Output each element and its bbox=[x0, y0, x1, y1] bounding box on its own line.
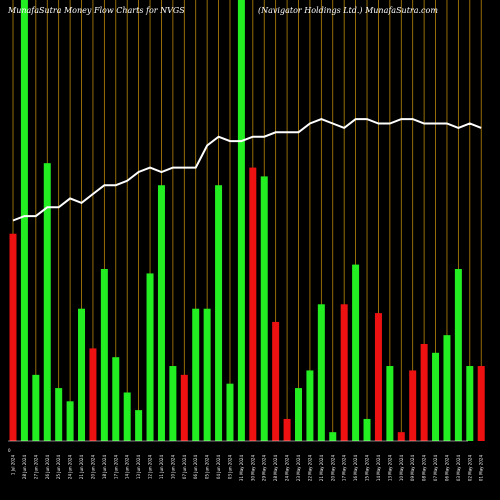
money-flow-bar bbox=[283, 418, 291, 441]
money-flow-bar bbox=[32, 374, 40, 441]
money-flow-bar bbox=[466, 366, 474, 441]
chart-header-left: MunafaSutra Money Flow Charts for NVGS bbox=[8, 6, 185, 15]
money-flow-bar bbox=[329, 432, 337, 441]
money-flow-bar bbox=[420, 343, 428, 441]
money-flow-bar bbox=[397, 432, 405, 441]
x-tick-label: 04 Jun 2024 bbox=[216, 455, 221, 480]
x-tick-label: 10 May 2024 bbox=[399, 455, 404, 482]
x-tick-label: 11 Jun 2024 bbox=[159, 455, 164, 480]
x-tick-label: 21 Jun 2024 bbox=[79, 455, 84, 480]
money-flow-bar bbox=[20, 0, 28, 441]
money-flow-bar bbox=[192, 308, 200, 441]
money-flow-bar bbox=[215, 185, 223, 441]
money-flow-bar bbox=[203, 308, 211, 441]
x-tick-label: 23 May 2024 bbox=[296, 455, 301, 482]
x-tick-label: 24 Jun 2024 bbox=[68, 455, 73, 480]
x-tick-label: 06 Jun 2024 bbox=[193, 455, 198, 480]
x-tick-label: 25 Jun 2024 bbox=[56, 455, 61, 480]
chart-header-right: (Navigator Holdings Ltd.) MunafaSutra.co… bbox=[258, 6, 438, 15]
money-flow-bar bbox=[135, 410, 143, 441]
money-flow-bar bbox=[249, 167, 257, 441]
money-flow-bar bbox=[157, 185, 165, 441]
money-flow-bar bbox=[374, 313, 382, 441]
y-axis-zero-label: 0 bbox=[8, 448, 11, 453]
money-flow-bar bbox=[55, 388, 63, 441]
money-flow-bar bbox=[180, 374, 188, 441]
money-flow-bar bbox=[295, 388, 302, 441]
x-tick-label: 14 Jun 2024 bbox=[125, 455, 130, 480]
money-flow-bar bbox=[146, 273, 154, 441]
x-tick-label: 07 Jun 2024 bbox=[182, 455, 187, 480]
x-tick-label: 07 May 2024 bbox=[433, 455, 438, 482]
money-flow-bars bbox=[9, 0, 485, 442]
x-tick-label: 08 May 2024 bbox=[422, 455, 427, 482]
money-flow-bar bbox=[9, 233, 17, 441]
x-tick-label: 18 Jun 2024 bbox=[102, 455, 107, 480]
x-tick-label: 13 Jun 2024 bbox=[136, 455, 141, 480]
money-flow-bar bbox=[237, 0, 245, 441]
x-tick-label: 10 Jun 2024 bbox=[170, 455, 175, 480]
x-tick-label: 14 May 2024 bbox=[376, 455, 381, 482]
x-tick-label: 20 Jun 2024 bbox=[90, 455, 95, 480]
money-flow-bar bbox=[78, 308, 86, 441]
money-flow-bar bbox=[260, 176, 268, 441]
x-tick-label: 20 May 2024 bbox=[330, 455, 335, 482]
money-flow-bar bbox=[123, 392, 131, 441]
money-flow-bar bbox=[89, 348, 97, 441]
x-tick-label: 1 Jul 2024 bbox=[11, 455, 16, 476]
x-tick-label: 05 Jun 2024 bbox=[205, 455, 210, 480]
money-flow-bar bbox=[363, 418, 371, 441]
x-tick-label: 28 Jun 2024 bbox=[22, 455, 27, 480]
money-flow-bar bbox=[477, 366, 485, 441]
money-flow-bar bbox=[100, 269, 108, 441]
money-flow-bar bbox=[169, 366, 177, 441]
money-flow-bar bbox=[340, 304, 348, 441]
money-flow-bar bbox=[454, 269, 462, 441]
money-flow-bar bbox=[386, 366, 394, 441]
x-axis-tick-labels: 1 Jul 2024 28 Jun 2024 27 Jun 2024 26 Jun 2… bbox=[11, 455, 484, 482]
price-line bbox=[12, 118, 482, 222]
x-tick-label: 12 Jun 2024 bbox=[148, 455, 153, 480]
money-flow-bar bbox=[317, 304, 325, 441]
x-tick-label: 29 May 2024 bbox=[262, 455, 267, 482]
x-tick-label: 27 Jun 2024 bbox=[33, 455, 38, 480]
x-tick-label: 15 May 2024 bbox=[365, 455, 370, 482]
money-flow-bar bbox=[66, 401, 74, 441]
x-tick-label: 26 Jun 2024 bbox=[45, 455, 50, 480]
money-flow-bar bbox=[43, 163, 51, 442]
x-tick-label: 21 May 2024 bbox=[319, 455, 324, 482]
x-tick-label: 30 May 2024 bbox=[250, 455, 255, 482]
money-flow-bar bbox=[352, 264, 360, 441]
money-flow-bar bbox=[272, 321, 280, 441]
money-flow-bar bbox=[306, 370, 314, 441]
money-flow-bar bbox=[112, 357, 120, 441]
x-tick-label: 24 May 2024 bbox=[285, 455, 290, 482]
x-tick-label: 06 May 2024 bbox=[444, 455, 449, 482]
x-tick-label: 03 Jun 2024 bbox=[227, 455, 232, 480]
x-tick-label: 09 May 2024 bbox=[410, 455, 415, 482]
x-tick-label: 03 May 2024 bbox=[456, 455, 461, 482]
x-tick-label: 16 May 2024 bbox=[353, 455, 358, 482]
x-tick-label: 17 Jun 2024 bbox=[113, 455, 118, 480]
money-flow-bar bbox=[432, 352, 440, 441]
money-flow-bar bbox=[226, 383, 234, 441]
money-flow-bar bbox=[409, 370, 417, 441]
x-tick-label: 02 May 2024 bbox=[467, 455, 472, 482]
money-flow-bar bbox=[443, 335, 451, 441]
x-tick-label: 01 May 2024 bbox=[479, 455, 484, 482]
x-tick-label: 31 May 2024 bbox=[239, 455, 244, 482]
x-tick-label: 13 May 2024 bbox=[387, 455, 392, 482]
x-tick-label: 28 May 2024 bbox=[273, 455, 278, 482]
x-tick-label: 22 May 2024 bbox=[307, 455, 312, 482]
x-tick-label: 17 May 2024 bbox=[342, 455, 347, 482]
